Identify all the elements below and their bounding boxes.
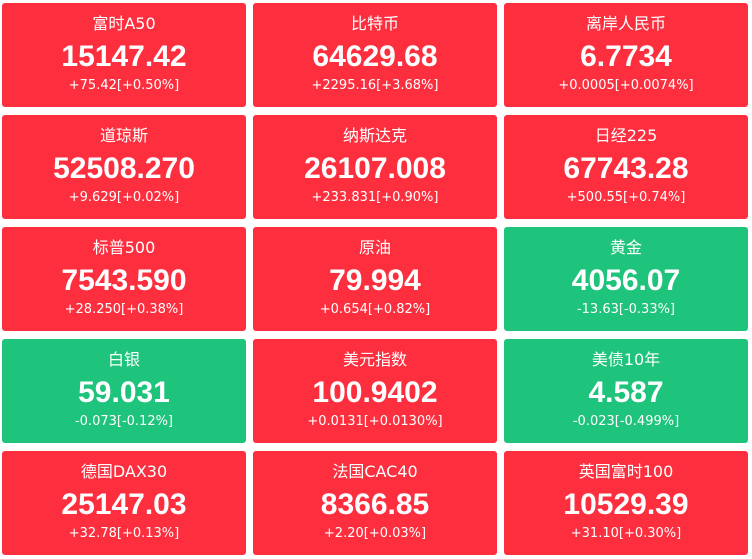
tile-name: 比特币 [350,14,399,33]
tile-price: 15147.42 [61,40,187,73]
tile-price: 4056.07 [571,264,681,297]
market-tile[interactable]: 英国富时100 10529.39 +31.10[+0.30%] [504,451,748,555]
tile-name: 法国CAC40 [332,462,418,481]
tile-price: 7543.590 [61,264,187,297]
tile-name: 标普500 [92,238,156,257]
market-tile[interactable]: 纳斯达克 26107.008 +233.831[+0.90%] [253,115,497,219]
tile-change: +0.0131[+0.0130%] [307,414,443,429]
tile-change: +233.831[+0.90%] [311,190,439,205]
tile-price: 64629.68 [312,40,438,73]
market-tile[interactable]: 白银 59.031 -0.073[-0.12%] [2,339,246,443]
tile-change: -0.073[-0.12%] [74,414,174,429]
tile-price: 52508.270 [53,152,195,185]
tile-price: 67743.28 [563,152,689,185]
tile-name: 离岸人民币 [585,14,666,33]
market-tile[interactable]: 离岸人民币 6.7734 +0.0005[+0.0074%] [504,3,748,107]
tile-price: 6.7734 [580,40,672,73]
tile-name: 白银 [107,350,140,369]
tile-name: 纳斯达克 [342,126,407,145]
tile-change: -13.63[-0.33%] [576,302,676,317]
tile-name: 道琼斯 [99,126,148,145]
market-tile[interactable]: 道琼斯 52508.270 +9.629[+0.02%] [2,115,246,219]
tile-price: 79.994 [329,264,421,297]
tile-change: +0.654[+0.82%] [319,302,431,317]
tile-price: 4.587 [588,376,664,409]
tile-change: -0.023[-0.499%] [572,414,680,429]
market-tile[interactable]: 比特币 64629.68 +2295.16[+3.68%] [253,3,497,107]
tile-name: 日经225 [594,126,658,145]
market-tile[interactable]: 法国CAC40 8366.85 +2.20[+0.03%] [253,451,497,555]
tile-price: 100.9402 [312,376,438,409]
tile-name: 美债10年 [591,350,661,369]
tile-name: 富时A50 [92,14,156,33]
tile-price: 25147.03 [61,488,187,521]
tile-change: +2295.16[+3.68%] [311,78,439,93]
market-tile[interactable]: 美债10年 4.587 -0.023[-0.499%] [504,339,748,443]
market-tile[interactable]: 美元指数 100.9402 +0.0131[+0.0130%] [253,339,497,443]
market-tile[interactable]: 标普500 7543.590 +28.250[+0.38%] [2,227,246,331]
tile-name: 英国富时100 [578,462,674,481]
market-tile[interactable]: 黄金 4056.07 -13.63[-0.33%] [504,227,748,331]
tile-price: 8366.85 [320,488,430,521]
market-tile[interactable]: 日经225 67743.28 +500.55[+0.74%] [504,115,748,219]
tile-name: 原油 [358,238,391,257]
tile-change: +31.10[+0.30%] [570,526,682,541]
tile-change: +500.55[+0.74%] [566,190,686,205]
market-tile[interactable]: 德国DAX30 25147.03 +32.78[+0.13%] [2,451,246,555]
tile-name: 美元指数 [342,350,407,369]
tile-price: 59.031 [78,376,170,409]
tile-name: 黄金 [609,238,642,257]
tile-name: 德国DAX30 [80,462,168,481]
tile-price: 26107.008 [304,152,446,185]
market-tile[interactable]: 富时A50 15147.42 +75.42[+0.50%] [2,3,246,107]
tile-change: +0.0005[+0.0074%] [558,78,694,93]
tile-change: +75.42[+0.50%] [68,78,180,93]
tile-change: +32.78[+0.13%] [68,526,180,541]
tile-price: 10529.39 [563,488,689,521]
tile-change: +2.20[+0.03%] [323,526,427,541]
tile-change: +28.250[+0.38%] [64,302,184,317]
market-tile[interactable]: 原油 79.994 +0.654[+0.82%] [253,227,497,331]
tile-change: +9.629[+0.02%] [68,190,180,205]
